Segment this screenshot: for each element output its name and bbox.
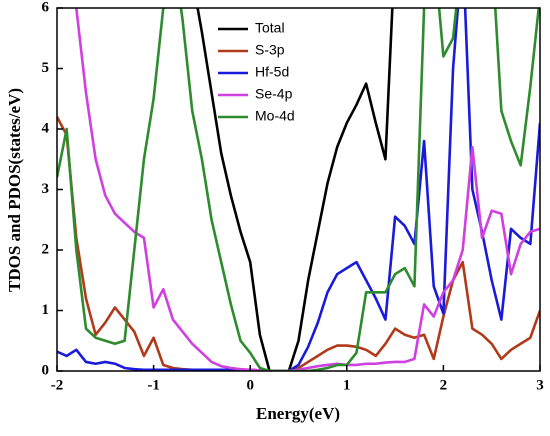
series-line [57,8,540,371]
x-tick-label: -1 [147,377,160,393]
x-tick-label: -2 [51,377,64,393]
x-tick-label: 1 [343,377,351,393]
series-line [57,116,540,371]
series-line [196,8,394,371]
y-tick-label: 2 [42,241,50,257]
x-tick-label: 2 [440,377,448,393]
x-tick-label: 0 [246,377,254,393]
plot-lines [57,8,540,371]
series-line [57,8,540,371]
legend-label: Mo-4d [255,108,295,124]
legend-label: S-3p [255,42,285,58]
x-axis-label: Energy(eV) [256,404,340,423]
y-tick-label: 1 [42,302,50,318]
legend-label: Hf-5d [255,64,289,80]
y-tick-label: 0 [42,362,50,378]
y-tick-label: 5 [42,60,50,76]
y-axis-label: TDOS and PDOS(states/eV) [5,88,24,292]
y-tick-label: 4 [42,120,50,136]
y-tick-label: 3 [42,181,50,197]
y-tick-label: 6 [42,0,50,15]
legend-label: Se-4p [255,86,293,102]
legend-label: Total [255,20,285,36]
x-tick-label: 3 [536,377,544,393]
